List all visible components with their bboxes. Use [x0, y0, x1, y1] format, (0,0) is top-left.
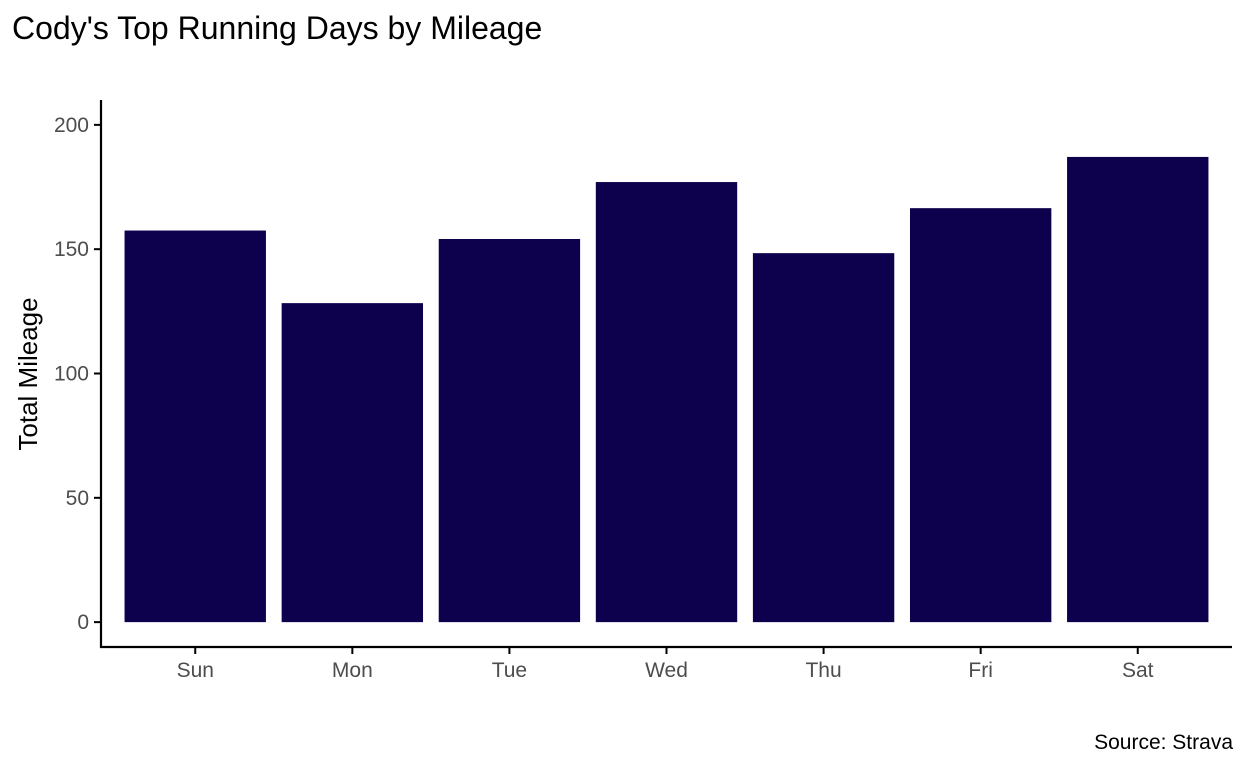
bar-sat — [1067, 156, 1209, 623]
y-tick-label: 100 — [54, 363, 89, 386]
bar-fri — [909, 208, 1052, 623]
x-tick-label: Mon — [332, 659, 373, 682]
bar-tue — [438, 238, 581, 623]
y-tick-label: 200 — [54, 114, 89, 137]
x-tick-label: Wed — [645, 659, 688, 682]
x-tick-label: Sat — [1122, 659, 1154, 682]
bar-wed — [595, 182, 738, 623]
y-tick-label: 50 — [66, 487, 89, 510]
y-axis-label: Total Mileage — [13, 297, 43, 450]
chart-title: Cody's Top Running Days by Mileage — [12, 10, 542, 46]
x-tick-label: Sun — [177, 659, 214, 682]
x-axis: Sun Mon Tue Wed Thu Fri Sat — [100, 645, 1232, 682]
x-tick-label: Thu — [805, 659, 841, 682]
bars-group — [124, 156, 1209, 623]
bar-mon — [281, 303, 424, 623]
x-tick-label: Tue — [492, 659, 527, 682]
bar-thu — [752, 253, 895, 623]
source-caption: Source: Strava — [1094, 731, 1233, 754]
bar-sun — [124, 230, 266, 623]
x-tick-label: Fri — [968, 659, 993, 682]
y-tick-label: 0 — [77, 611, 89, 634]
y-axis: 0 50 100 150 200 — [54, 100, 103, 648]
y-tick-label: 150 — [54, 238, 89, 261]
